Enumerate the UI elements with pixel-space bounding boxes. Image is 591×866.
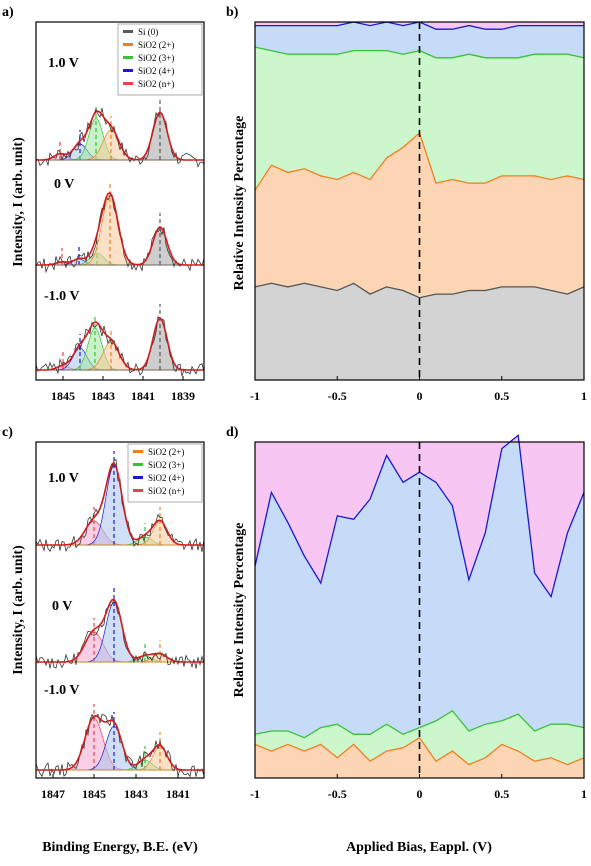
xtick-label: 1: [581, 389, 587, 403]
panel-a-xticks: 1845 1843 1841 1839: [51, 376, 195, 403]
panel-c-voltage-3: -1.0 V: [44, 683, 80, 698]
xtick-label: 1839: [171, 389, 195, 403]
legend-label: SiO2 (2+): [148, 447, 184, 457]
panel-a-label: a): [2, 5, 14, 20]
panel-c-voltage-1: 1.0 V: [48, 471, 79, 486]
legend-label: SiO2 (n+): [138, 79, 174, 89]
xtick-label: 1841: [166, 787, 190, 801]
panel-d-label: d): [226, 425, 239, 440]
panel-c-xlabel: Binding Energy, B.E. (eV): [42, 840, 198, 855]
panel-d-xlabel: Applied Bias, Eappl. (V): [346, 840, 492, 855]
raw-spectrum: [36, 459, 204, 553]
panel-a-voltage-3: -1.0 V: [44, 289, 80, 304]
legend-swatch: [133, 463, 143, 466]
xtick-label: -1: [250, 389, 260, 403]
panel-c-voltage-2: 0 V: [52, 599, 72, 614]
xtick-label: 0: [417, 389, 423, 403]
panel-c-ylabel: Intensity, I (arb. unit): [11, 545, 26, 675]
panel-b-xticks: -1 -0.5 0 0.5 1: [250, 376, 587, 403]
boundary-b-0: [254, 282, 585, 299]
legend-label: SiO2 (3+): [138, 53, 174, 63]
xtick-label: 1847: [41, 787, 65, 801]
legend-swatch: [123, 43, 133, 46]
fit-envelope: [36, 714, 204, 771]
xtick-label: -0.5: [328, 787, 347, 801]
panel-a: [36, 98, 204, 377]
area-d-3: [255, 435, 584, 597]
xtick-label: 0.5: [494, 389, 509, 403]
panel-d-plot: [254, 434, 585, 778]
xtick-label: 0.5: [494, 787, 509, 801]
boundary-d-0: [254, 736, 585, 766]
xtick-label: 1845: [51, 389, 75, 403]
panel-c: [36, 451, 204, 778]
panel-c-label: c): [2, 425, 13, 440]
xtick-label: 1841: [131, 389, 155, 403]
legend-swatch: [123, 30, 133, 33]
legend-swatch: [133, 476, 143, 479]
legend-box: [127, 443, 203, 503]
xtick-label: 0: [417, 787, 423, 801]
xtick-label: 1: [581, 787, 587, 801]
xtick-label: -1: [250, 787, 260, 801]
panel-a-voltage-1: 1.0 V: [48, 56, 79, 71]
legend-label: SiO2 (4+): [138, 66, 174, 76]
xtick-label: 1843: [124, 787, 148, 801]
legend-label: SiO2 (3+): [148, 460, 184, 470]
panel-b-label: b): [226, 5, 239, 20]
panel-d-xticks: -1 -0.5 0 0.5 1: [250, 774, 587, 801]
panel-a-ylabel: Intensity, I (arb. unit): [11, 137, 26, 267]
legend-label: SiO2 (2+): [138, 40, 174, 50]
fit-envelope: [36, 110, 204, 161]
legend-label: SiO2 (4+): [148, 473, 184, 483]
legend-swatch: [133, 450, 143, 453]
panel-a-voltage-2: 0 V: [54, 177, 74, 192]
xtick-label: 1843: [91, 389, 115, 403]
area-b-0: [255, 283, 584, 380]
legend-swatch: [133, 489, 143, 492]
panel-b-ylabel: Relative Intensity Percentage: [232, 116, 247, 291]
xtick-label: -0.5: [328, 389, 347, 403]
raw-spectrum: [36, 315, 204, 377]
panel-c-xticks: 1847 1845 1843 1841: [41, 774, 190, 801]
legend-swatch: [123, 69, 133, 72]
fit-envelope: [36, 191, 204, 266]
legend-box: [117, 23, 203, 96]
fit-envelope: [36, 316, 204, 371]
panel-c-frame: [35, 441, 205, 779]
component-peak: [36, 725, 204, 771]
fit-envelope: [36, 461, 204, 546]
legend-label: SiO2 (n+): [148, 486, 184, 496]
area-b-4: [255, 22, 584, 30]
raw-spectrum: [36, 713, 204, 778]
xtick-label: 1845: [82, 787, 106, 801]
panel-a-frame: [35, 21, 205, 381]
panel-d-ylabel: Relative Intensity Percentage: [232, 523, 247, 698]
legend-swatch: [123, 82, 133, 85]
legend-swatch: [123, 56, 133, 59]
panel-c-legend: SiO2 (2+) SiO2 (3+) SiO2 (4+) SiO2 (n+): [127, 443, 203, 503]
boundary-d-1: [254, 709, 585, 739]
legend-label: Si (0): [138, 27, 158, 37]
fit-envelope: [36, 598, 204, 663]
panel-a-legend: Si (0) SiO2 (2+) SiO2 (3+) SiO2 (4+) SiO2 (n…: [117, 23, 203, 96]
